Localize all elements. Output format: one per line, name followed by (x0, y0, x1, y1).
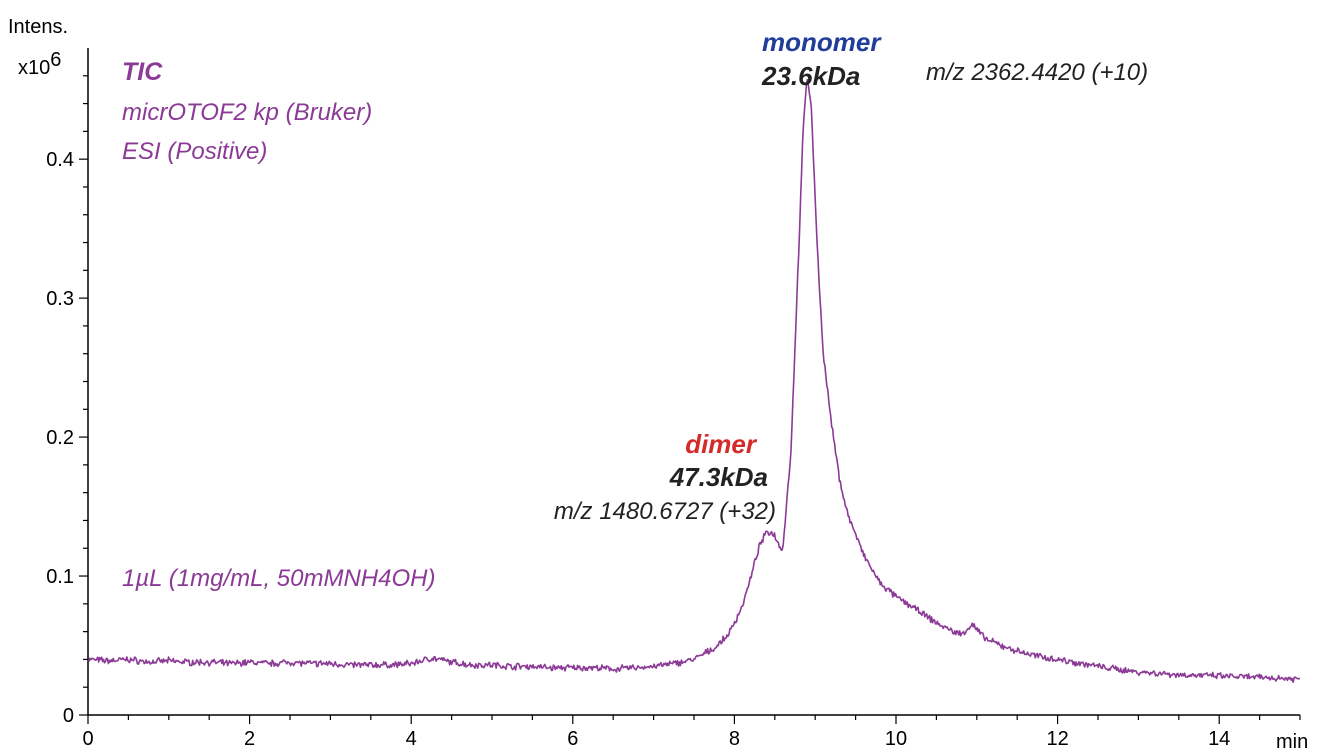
y-axis-title: Intens. (8, 16, 68, 38)
y-tick-label: 0.3 (46, 288, 74, 310)
dimer-mass: 47.3kDa (669, 462, 768, 492)
tic-label: TIC (122, 58, 163, 86)
multiplier-base: x10 (18, 57, 50, 79)
x-tick-label: 4 (406, 728, 417, 750)
ionization-label: ESI (Positive) (122, 138, 267, 165)
dimer-label: dimer (685, 429, 758, 459)
instrument-label: micrOTOF2 kp (Bruker) (122, 99, 372, 126)
monomer-label: monomer (762, 27, 882, 57)
y-tick-label: 0.2 (46, 427, 74, 449)
x-tick-label: 12 (1046, 728, 1068, 750)
x-tick-label: 6 (567, 728, 578, 750)
dimer-mz: m/z 1480.6727 (+32) (554, 498, 776, 525)
y-tick-label: 0.1 (46, 566, 74, 588)
y-tick-label: 0.4 (46, 149, 74, 171)
tic-trace (87, 78, 1301, 683)
monomer-mz: m/z 2362.4420 (+10) (926, 59, 1148, 86)
monomer-mass: 23.6kDa (761, 61, 860, 91)
x-tick-label: 8 (729, 728, 740, 750)
x-tick-label: 14 (1208, 728, 1230, 750)
sample-label: 1µL (1mg/mL, 50mMNH4OH) (122, 565, 435, 592)
axis-ticks: 0 2 4 6 8 10 12 14 0 0.1 0.2 0.3 0.4 (46, 75, 1301, 750)
x-tick-label: 2 (244, 728, 255, 750)
x-tick-label: 10 (885, 728, 907, 750)
x-axis-unit: min (1276, 731, 1308, 752)
y-axis-multiplier: x106 (18, 49, 61, 79)
multiplier-exponent: 6 (50, 49, 61, 71)
x-tick-label: 0 (82, 728, 93, 750)
y-tick-label: 0 (63, 705, 74, 727)
